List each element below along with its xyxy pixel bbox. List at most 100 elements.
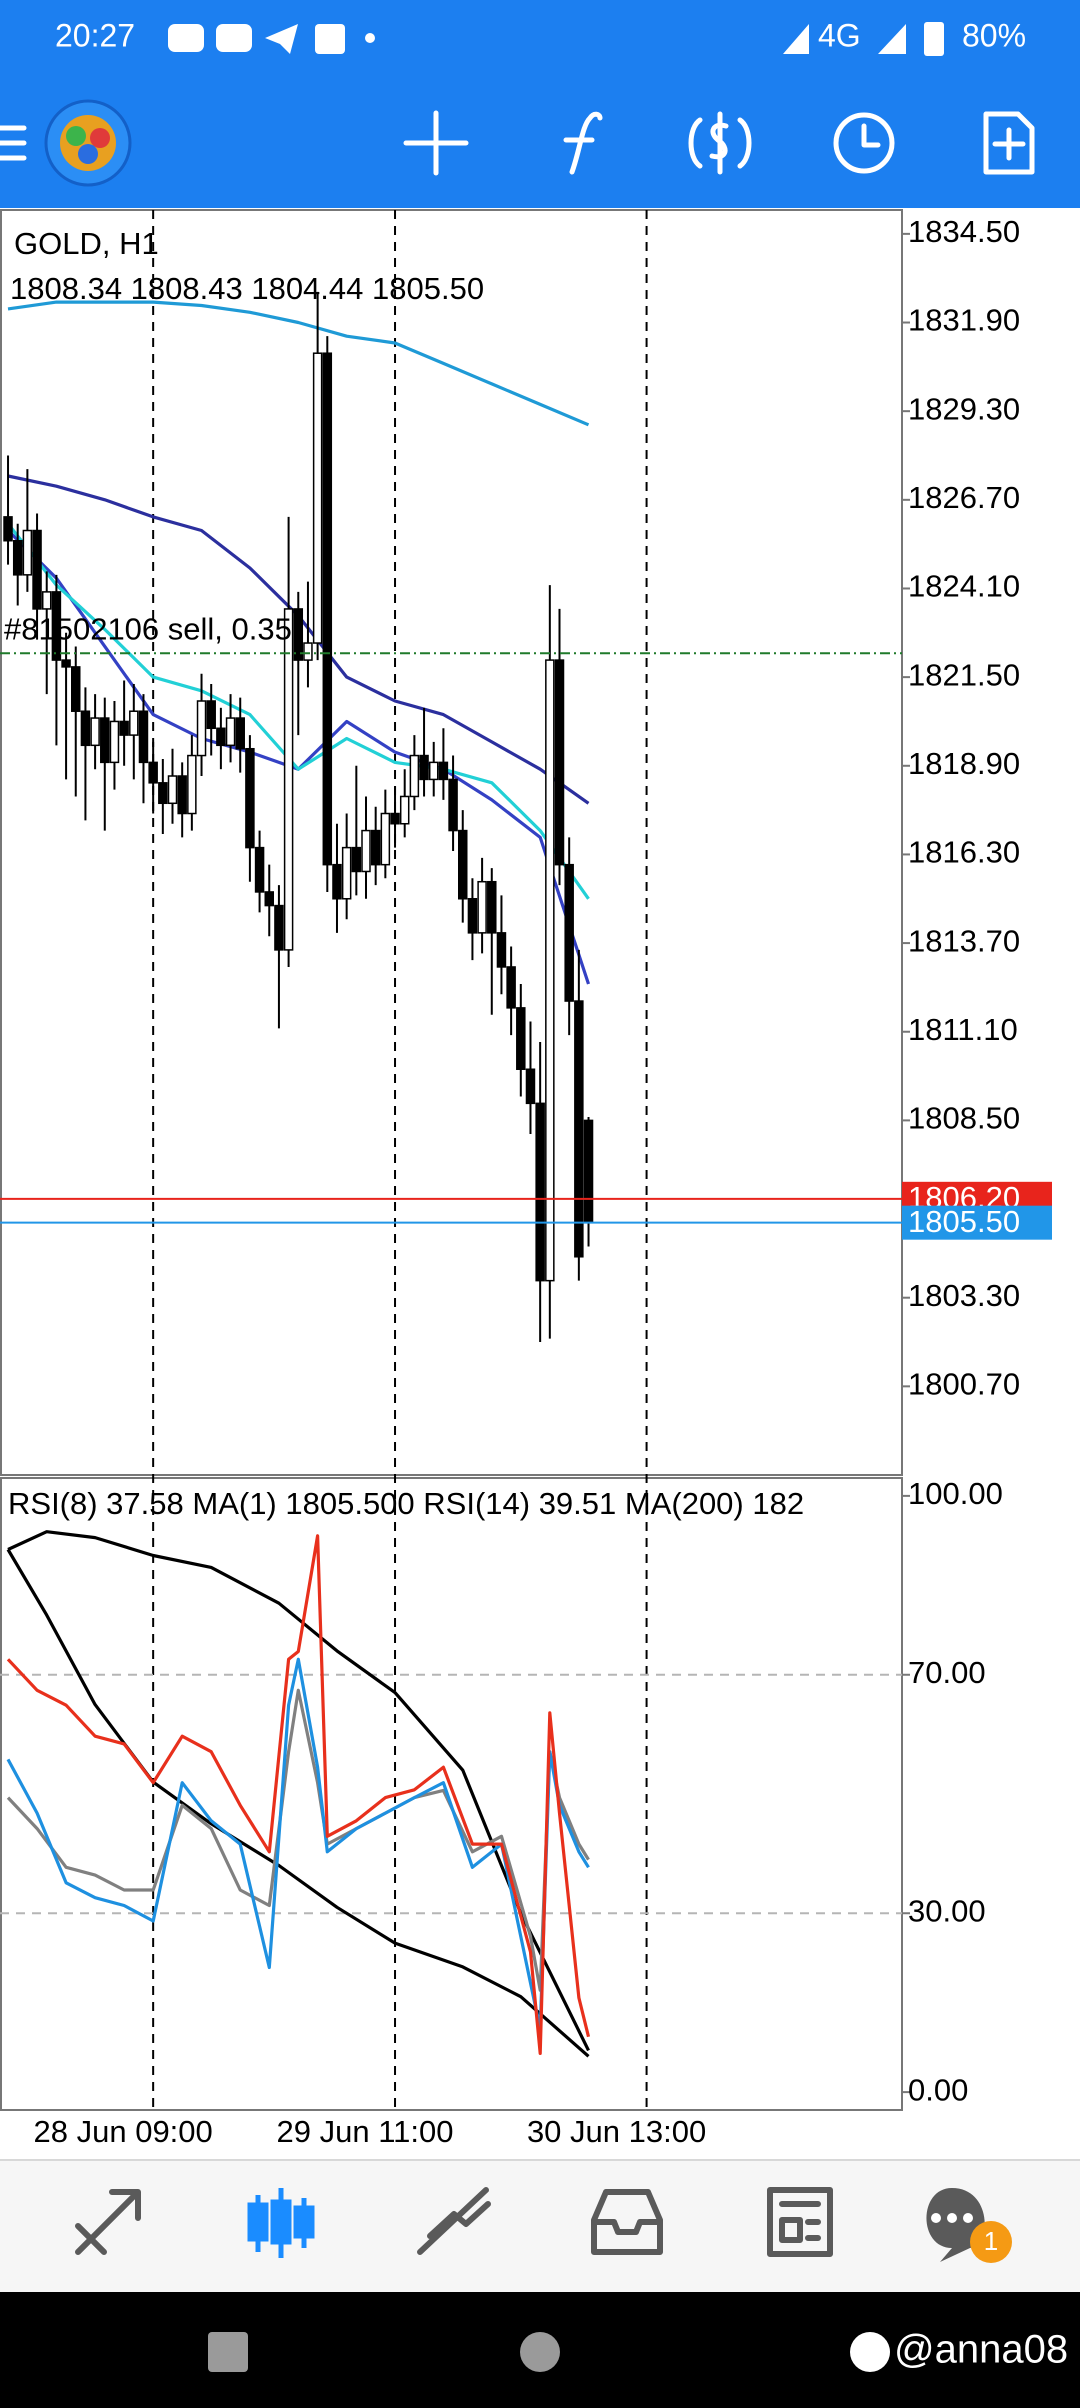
candle-body xyxy=(467,898,478,934)
candle-body xyxy=(506,966,516,1009)
y-tick-label: 1829.30 xyxy=(908,391,1020,426)
candle-body xyxy=(370,829,381,866)
network-type: 4G xyxy=(818,17,861,53)
y-tick-label: 1818.90 xyxy=(908,746,1020,781)
candle-body xyxy=(206,700,216,730)
app-logo[interactable] xyxy=(44,99,132,187)
candle-body xyxy=(158,782,168,805)
candle-body xyxy=(71,666,81,712)
new-order-button[interactable] xyxy=(983,111,1035,175)
chart-tab[interactable] xyxy=(247,2188,315,2258)
candle-body xyxy=(332,863,342,900)
trade-button[interactable] xyxy=(688,111,752,175)
menu-button[interactable] xyxy=(0,125,27,161)
plot: 28 Jun 09:00 29 Jun 11:00 30 Jun 13:00 1834… xyxy=(0,210,1052,2149)
clock: 20:27 xyxy=(55,17,135,53)
crosshair-button[interactable] xyxy=(403,110,469,176)
y-tick-label: 1831.90 xyxy=(908,303,1020,338)
y-tick-label: 100.00 xyxy=(908,1476,1003,1511)
candle-body xyxy=(496,932,507,968)
news-tab[interactable] xyxy=(767,2187,833,2257)
candle-body xyxy=(22,529,33,576)
indicator-line xyxy=(6,1534,591,2055)
candle-body xyxy=(428,761,439,781)
battery-icon xyxy=(924,22,944,56)
x-tick-label: 28 Jun 09:00 xyxy=(34,2114,213,2149)
candle-body xyxy=(399,795,410,825)
y-tick-label: 30.00 xyxy=(908,1893,986,1928)
y-tick-label: 1813.70 xyxy=(908,923,1020,958)
x-tick-label: 29 Jun 11:00 xyxy=(277,2114,454,2149)
signal-icon xyxy=(783,24,809,54)
candle-body xyxy=(525,1068,536,1105)
candle-body xyxy=(458,829,468,900)
candle-body xyxy=(61,659,71,668)
messages-tab[interactable]: 1 xyxy=(926,2188,1013,2263)
candle-body xyxy=(583,1119,594,1224)
chart-frame xyxy=(0,209,903,2111)
history-button[interactable] xyxy=(833,112,895,174)
candle-body xyxy=(351,846,362,873)
recents-button[interactable] xyxy=(208,2332,248,2372)
candle-body xyxy=(109,720,120,764)
y-tick-label: 1826.70 xyxy=(908,480,1020,515)
candle-body xyxy=(390,812,400,825)
candle-body xyxy=(235,717,245,750)
trade-tab[interactable] xyxy=(417,2187,491,2255)
y-tick-label: 1816.30 xyxy=(908,835,1020,870)
indicator-readout: RSI(8) 37.58 MA(1) 1805.500 RSI(14) 39.5… xyxy=(8,1486,804,1521)
candle-body xyxy=(564,863,574,1002)
y-tick-label: 1824.10 xyxy=(908,569,1020,604)
candle-body xyxy=(32,529,42,610)
candle-body xyxy=(448,778,458,832)
price-tag-label: 1805.50 xyxy=(908,1204,1020,1239)
candle-body xyxy=(419,754,429,781)
candle-body xyxy=(225,717,236,747)
order-label: #81502106 sell, 0.35 xyxy=(4,611,292,646)
indicator-line xyxy=(7,300,590,427)
candle-body xyxy=(574,1000,584,1258)
battery-level: 80% xyxy=(962,17,1026,53)
candle-body xyxy=(409,754,420,798)
candle-body xyxy=(196,700,207,757)
candle-body xyxy=(516,1007,526,1070)
candle-body xyxy=(90,717,100,747)
candle-body xyxy=(51,591,62,661)
indicators-button[interactable] xyxy=(563,111,603,175)
candle-body xyxy=(312,352,323,644)
ohlc-readout: 1808.34 1808.43 1804.44 1805.50 xyxy=(10,271,484,306)
watermark-logo xyxy=(850,2332,890,2372)
candle-body xyxy=(293,608,304,661)
y-tick-label: 1808.50 xyxy=(908,1101,1020,1136)
app-header xyxy=(0,0,1080,208)
candle-body xyxy=(554,659,565,866)
candle-body xyxy=(477,880,487,934)
candle-body xyxy=(254,846,265,893)
price-tag xyxy=(902,1205,1052,1240)
bottom-nav xyxy=(0,2160,1080,2292)
candle-body xyxy=(119,720,129,736)
y-tick-label: 0.00 xyxy=(908,2072,968,2107)
x-tick-label: 30 Jun 13:00 xyxy=(527,2114,706,2149)
quotes-tab[interactable] xyxy=(75,2189,141,2255)
chart-title: GOLD, H1 xyxy=(14,226,159,261)
candle-body xyxy=(80,710,91,747)
notification-icons xyxy=(168,24,375,54)
candle-body xyxy=(361,829,371,873)
y-tick-label: 1800.70 xyxy=(908,1367,1020,1402)
watermark: @anna08 xyxy=(894,2328,1068,2372)
history-tab[interactable] xyxy=(591,2189,663,2255)
home-button[interactable] xyxy=(520,2332,560,2372)
candle-body xyxy=(216,727,226,747)
candle-body xyxy=(322,352,333,866)
y-tick-label: 1803.30 xyxy=(908,1278,1020,1313)
candle-body xyxy=(177,775,187,815)
candle-body xyxy=(438,761,449,781)
unread-badge: 1 xyxy=(984,2226,998,2256)
candle-body xyxy=(148,761,158,784)
candle-body xyxy=(12,539,23,576)
y-tick-label: 1811.10 xyxy=(908,1012,1018,1047)
y-tick-label: 1821.50 xyxy=(908,657,1020,692)
